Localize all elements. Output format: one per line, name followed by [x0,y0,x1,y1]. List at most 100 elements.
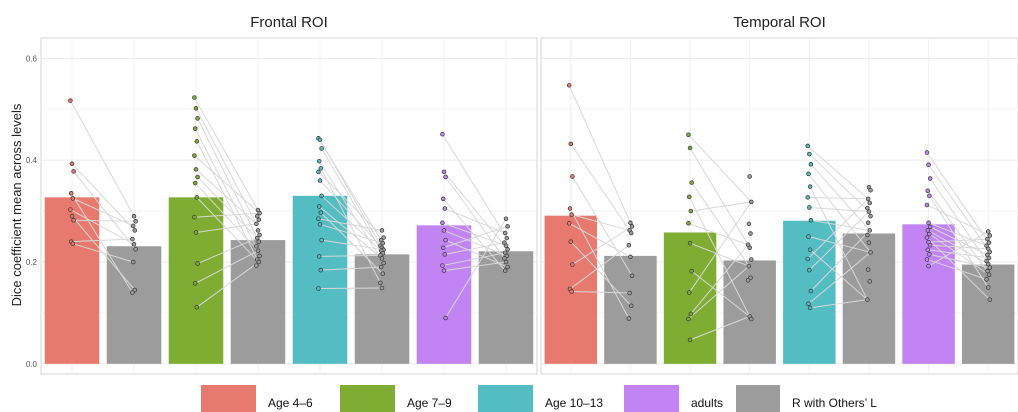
point-others [867,228,872,233]
pair-line [194,212,260,218]
pair-line [808,173,871,253]
pair-line [195,168,257,225]
point-others [865,232,870,238]
bar-group [44,197,100,364]
panel-2: Temporal ROI [540,14,1018,375]
point-others [867,279,872,284]
bar-others [604,255,657,364]
pair-line [810,299,868,309]
pair-line [810,219,870,231]
point-group [440,263,445,268]
pair-line [443,171,508,250]
point-others [627,290,632,296]
point-group [192,126,198,131]
pair-line [810,230,871,292]
point-group [193,230,199,235]
point-group [807,184,813,189]
point-others [626,242,632,248]
point-group [69,161,75,166]
point-others [502,230,508,236]
point-group [566,221,572,226]
point-others [628,220,633,226]
point-group [807,305,813,311]
point-group [194,305,200,310]
pair-line [319,254,381,257]
point-group [805,143,810,149]
point-group [317,178,323,183]
point-group [442,206,448,211]
pair-line [926,152,990,243]
point-group [686,132,691,137]
point-group [568,141,574,147]
pair-line [689,316,750,341]
point-group [318,166,324,171]
point-group [193,106,199,111]
panel-title: Temporal ROI [733,14,826,31]
point-others [378,280,383,286]
point-others [130,259,136,265]
point-others [626,316,632,321]
pair-line [318,206,383,259]
point-group [569,212,574,217]
point-group [317,222,323,227]
pair-line [319,180,381,247]
point-others [378,264,384,270]
point-group [808,288,814,294]
legend-label: Age 4–6 [268,396,313,410]
pair-line [197,176,258,239]
pair-line [926,204,991,236]
pair-line [688,265,750,320]
pair-line [195,223,257,233]
point-group [195,261,200,266]
pair-line [569,208,630,319]
point-group [925,188,931,193]
point-others [986,255,992,261]
point-group [319,237,324,243]
point-group [570,262,575,267]
pair-line [928,222,987,247]
point-group [192,214,197,220]
point-group [687,337,693,343]
pair-line [927,249,990,259]
point-others [379,285,385,291]
pair-line [320,266,382,271]
legend-label: Age 10–13 [545,396,603,410]
point-others [986,240,992,245]
pair-line [926,258,987,280]
pair-line [71,163,136,231]
pair-line [443,261,507,272]
point-others [749,316,754,322]
point-others [748,231,753,236]
bar-others [354,254,410,364]
point-group [927,242,933,248]
point-group [440,245,446,250]
pair-line [193,97,261,214]
point-others [867,200,872,206]
point-others [256,239,262,244]
pair-line [69,100,135,217]
pair-line [928,164,991,253]
point-others [985,285,991,290]
point-others [130,236,135,242]
pair-line [570,143,632,234]
pair-line [70,193,133,293]
point-group [927,176,933,181]
point-others [379,256,385,261]
point-group [316,254,322,259]
point-others [747,245,752,250]
point-others [133,219,138,224]
point-group [316,286,321,291]
point-group [924,257,930,262]
point-others [865,205,870,211]
point-group [193,167,199,172]
point-group [808,218,814,223]
point-group [68,98,73,103]
point-others [749,257,754,262]
pair-line [928,238,988,243]
pair-line [689,242,750,267]
pair-line [570,241,632,307]
point-others [749,199,754,205]
point-group [926,220,931,226]
point-others [380,271,386,276]
point-group [689,180,694,185]
